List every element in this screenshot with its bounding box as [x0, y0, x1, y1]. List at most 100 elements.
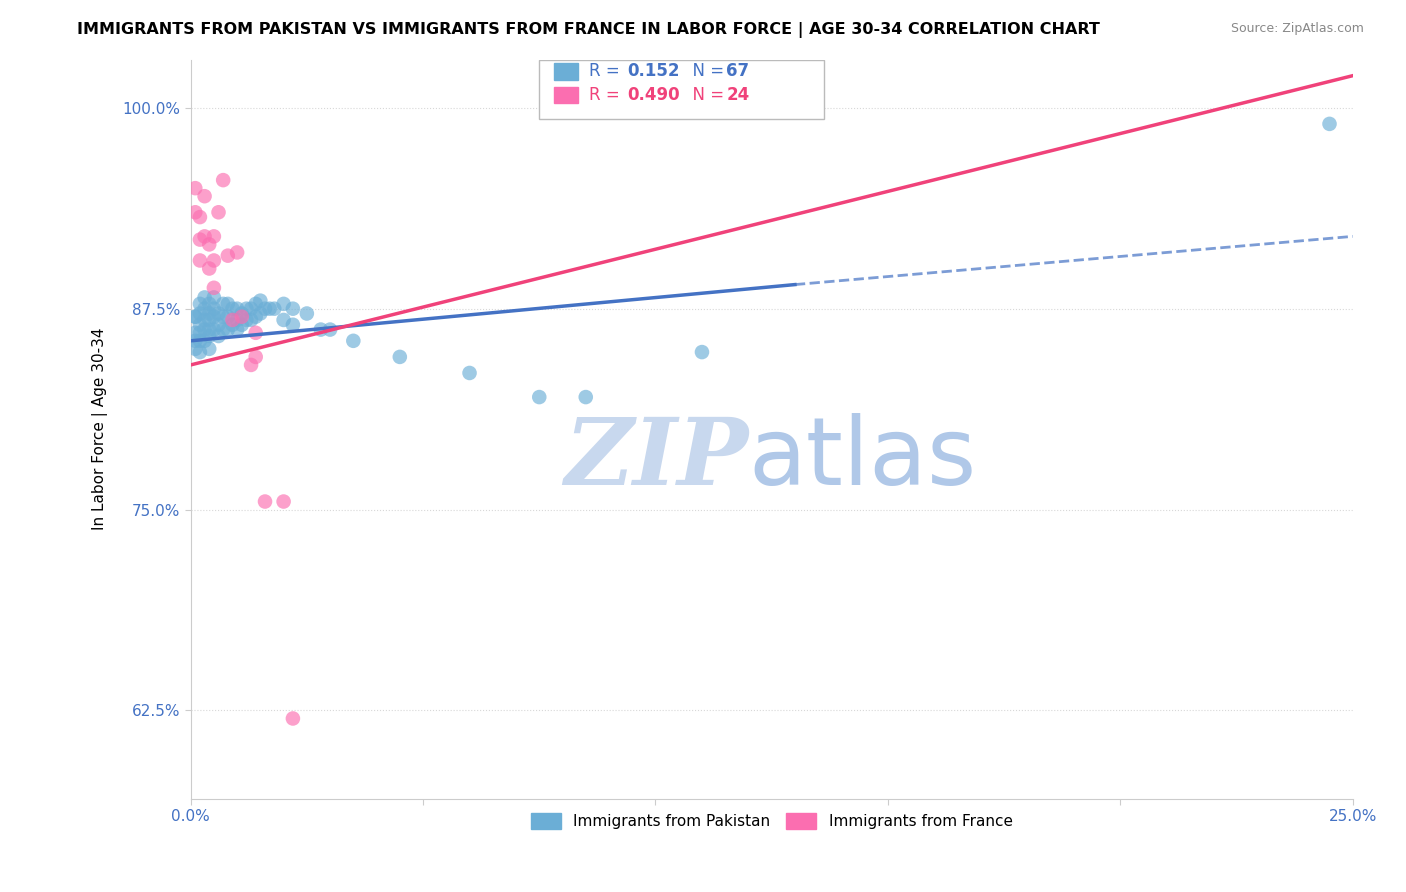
Point: [194, 322, 217, 336]
Legend: Immigrants from Pakistan, Immigrants from France: Immigrants from Pakistan, Immigrants fro…: [524, 807, 1019, 836]
Point: [194, 229, 217, 244]
Point: [188, 334, 211, 348]
Point: [184, 310, 207, 324]
Point: [231, 318, 253, 332]
Point: [273, 494, 295, 508]
Point: [198, 342, 221, 356]
Point: [245, 350, 267, 364]
Point: [245, 326, 267, 340]
Point: [217, 322, 239, 336]
Point: [202, 290, 225, 304]
Point: [188, 297, 211, 311]
Point: [226, 245, 249, 260]
Text: 0.490: 0.490: [627, 87, 681, 104]
Point: [207, 205, 229, 219]
Point: [188, 253, 211, 268]
Point: [249, 293, 271, 308]
Point: [281, 318, 304, 332]
Point: [188, 233, 211, 247]
Point: [184, 310, 207, 324]
Text: N =: N =: [682, 87, 730, 104]
Point: [188, 306, 211, 320]
Point: [212, 310, 235, 324]
Y-axis label: In Labor Force | Age 30-34: In Labor Force | Age 30-34: [93, 328, 108, 531]
Text: ZIP: ZIP: [564, 414, 748, 504]
Bar: [554, 87, 578, 103]
Point: [342, 334, 364, 348]
Text: 24: 24: [727, 87, 749, 104]
Point: [188, 210, 211, 224]
Point: [240, 301, 263, 316]
Point: [212, 297, 235, 311]
Point: [184, 205, 207, 219]
Point: [212, 173, 235, 187]
Text: atlas: atlas: [748, 413, 977, 505]
Point: [202, 310, 225, 324]
Point: [202, 229, 225, 244]
Text: N =: N =: [682, 62, 730, 80]
Point: [194, 301, 217, 316]
Point: [235, 313, 257, 327]
Point: [217, 249, 239, 263]
Point: [273, 297, 295, 311]
Point: [231, 310, 253, 324]
Point: [529, 390, 551, 404]
Point: [188, 345, 211, 359]
Text: R =: R =: [589, 62, 626, 80]
Point: [221, 301, 243, 316]
Point: [226, 313, 249, 327]
Point: [458, 366, 481, 380]
Point: [253, 494, 276, 508]
Point: [235, 301, 257, 316]
Point: [253, 301, 276, 316]
Point: [226, 322, 249, 336]
Point: [198, 329, 221, 343]
Point: [217, 310, 239, 324]
Text: Source: ZipAtlas.com: Source: ZipAtlas.com: [1230, 22, 1364, 36]
Point: [188, 318, 211, 332]
Point: [194, 290, 217, 304]
Point: [194, 189, 217, 203]
Point: [202, 281, 225, 295]
Point: [198, 313, 221, 327]
Point: [188, 326, 211, 340]
Point: [240, 313, 263, 327]
Point: [1319, 117, 1341, 131]
Point: [240, 358, 263, 372]
Point: [212, 322, 235, 336]
Point: [281, 711, 304, 725]
Point: [198, 237, 221, 252]
Text: 67: 67: [727, 62, 749, 80]
Point: [198, 322, 221, 336]
Point: [309, 322, 332, 336]
Point: [249, 306, 271, 320]
Point: [221, 318, 243, 332]
Bar: [554, 63, 578, 79]
Point: [194, 313, 217, 327]
Point: [245, 297, 267, 311]
Point: [281, 301, 304, 316]
Point: [184, 181, 207, 195]
Point: [202, 253, 225, 268]
Point: [226, 301, 249, 316]
Point: [217, 297, 239, 311]
Text: IMMIGRANTS FROM PAKISTAN VS IMMIGRANTS FROM FRANCE IN LABOR FORCE | AGE 30-34 CO: IMMIGRANTS FROM PAKISTAN VS IMMIGRANTS F…: [77, 22, 1101, 38]
Point: [202, 322, 225, 336]
Point: [184, 334, 207, 348]
Point: [198, 261, 221, 276]
Point: [198, 306, 221, 320]
Point: [202, 301, 225, 316]
Point: [690, 345, 713, 359]
Point: [245, 310, 267, 324]
Point: [263, 301, 285, 316]
Point: [184, 342, 207, 356]
Point: [221, 313, 243, 327]
Point: [319, 322, 342, 336]
Point: [388, 350, 411, 364]
Point: [184, 326, 207, 340]
Point: [575, 390, 598, 404]
Point: [231, 306, 253, 320]
Point: [207, 306, 229, 320]
Point: [207, 329, 229, 343]
Point: [194, 334, 217, 348]
